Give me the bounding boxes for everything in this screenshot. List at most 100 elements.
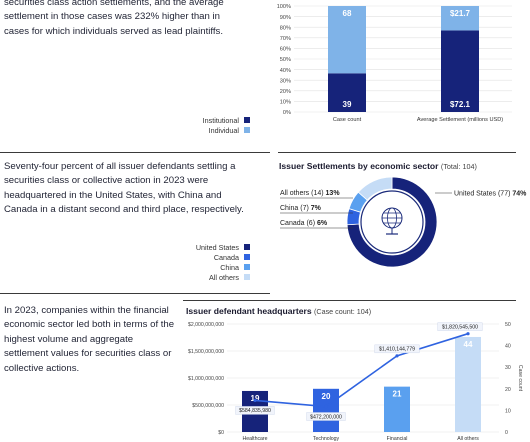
legend-item-individual: Individual	[180, 125, 250, 135]
line-series	[254, 332, 469, 408]
y-tick-label: 50%	[280, 57, 291, 63]
y-tick-label: 10%	[280, 100, 291, 106]
section1-paragraph: securities class action settlements, and…	[4, 0, 224, 37]
chart-combo-bar-line: $0 $500,000,000 $1,000,000,000 $1,500,000,0…	[188, 322, 523, 442]
bar-data-label: 19	[251, 394, 260, 403]
bar-individual	[441, 6, 479, 31]
legend-item-institutional: Institutional	[180, 115, 250, 125]
line-point	[324, 404, 328, 409]
y-left-tick-label: $500,000,000	[192, 403, 224, 409]
donut-slice	[346, 176, 438, 268]
legend-label-individual: Individual	[208, 125, 239, 135]
line-point	[395, 354, 399, 358]
legend-swatch-china	[244, 264, 250, 270]
legend-label-united-states: United States	[195, 242, 239, 252]
legend-item-china: China	[170, 262, 250, 272]
line-label-box	[306, 412, 346, 421]
y-left-tick-label: $0	[218, 430, 224, 436]
donut-inner-circle	[360, 190, 424, 254]
line-data-label: $1,820,545,500	[442, 324, 478, 330]
y-right-tick-label: 10	[505, 408, 511, 414]
hq-chart-title: Issuer defendant headquarters (Case coun…	[186, 306, 371, 316]
section2-paragraph: Seventy-four percent of all issuer defen…	[4, 161, 244, 216]
chart-stacked-percent: 0% 10% 20% 30% 40% 50% 60% 70% 80% 90% 100% 39 68 Cas…	[277, 4, 512, 123]
bar	[384, 386, 410, 432]
legend-swatch-united-states	[244, 244, 250, 250]
donut-label: All others (14) 13%	[280, 190, 340, 197]
bar-data-label: 44	[464, 340, 473, 349]
section3-paragraph: In 2023, companies within the financial …	[4, 305, 175, 374]
x-tick-label: Case count	[333, 117, 362, 123]
bar-data-label: 20	[322, 392, 331, 401]
y-right-tick-label: 20	[505, 387, 511, 393]
bar-institutional	[328, 73, 366, 112]
legend-swatch-canada	[244, 254, 250, 260]
y-right-tick-label: 0	[505, 430, 508, 436]
y-left-tick-label: $1,500,000,000	[188, 349, 224, 355]
line-point	[253, 398, 257, 403]
y-tick-label: 80%	[280, 25, 291, 31]
y-right-tick-label: 40	[505, 344, 511, 350]
y-tick-label: 100%	[277, 4, 291, 10]
line-data-label: $584,835,980	[239, 408, 271, 414]
divider-1	[0, 152, 270, 153]
chart-donut: United States (77) 74% All others (14) 13…	[280, 176, 527, 268]
y-tick-label: 30%	[280, 78, 291, 84]
legend-swatch-all-others	[244, 274, 250, 280]
y-tick-label: 90%	[280, 15, 291, 21]
donut-chart-title: Issuer Settlements by economic sector (T…	[279, 161, 477, 171]
donut-slice	[357, 176, 393, 201]
y-left-tick-label: $1,000,000,000	[188, 376, 224, 382]
y-tick-label: 70%	[280, 36, 291, 42]
donut-subtitle: (Total: 104)	[440, 162, 477, 171]
bar	[455, 336, 481, 432]
data-label-individual: $21.7	[450, 9, 471, 18]
donut-title-text: Issuer Settlements by economic sector	[279, 161, 439, 171]
legend-item-united-states: United States	[170, 242, 250, 252]
legend-label-china: China	[220, 262, 239, 272]
legend-country: United States Canada China All others	[170, 242, 250, 282]
divider-2	[278, 152, 516, 153]
line-label-box	[437, 322, 483, 331]
divider-4	[183, 300, 516, 301]
line-data-label: $1,410,144,779	[379, 347, 415, 353]
legend-label-institutional: Institutional	[202, 115, 239, 125]
legend-item-all-others: All others	[170, 272, 250, 282]
legend-label-canada: Canada	[213, 252, 239, 262]
donut-label: China (7) 7%	[280, 205, 322, 212]
y-tick-label: 60%	[280, 47, 291, 53]
y-tick-label: 40%	[280, 68, 291, 74]
x-tick-label: Healthcare	[242, 436, 267, 442]
bar	[313, 388, 339, 432]
bar-data-label: 21	[393, 390, 402, 399]
legend-label-all-others: All others	[209, 272, 239, 282]
data-label-institutional: 39	[343, 100, 352, 109]
line-label-box	[374, 344, 420, 354]
hq-subtitle: (Case count: 104)	[314, 307, 372, 316]
globe-icon	[381, 207, 403, 235]
hq-title-text: Issuer defendant headquarters	[186, 306, 312, 316]
x-tick-label: Average Settlement (millions USD)	[417, 117, 503, 123]
legend-item-canada: Canada	[170, 252, 250, 262]
x-tick-label: All others	[457, 436, 479, 442]
y-right-tick-label: 50	[505, 322, 511, 328]
y-tick-label: 20%	[280, 89, 291, 95]
y-right-tick-label: 30	[505, 365, 511, 371]
x-tick-label: Technology	[313, 436, 340, 442]
y-left-tick-label: $2,000,000,000	[188, 322, 224, 328]
y-tick-label: 0%	[283, 110, 291, 116]
line-data-label: $472,200,000	[310, 414, 342, 420]
line-label-box	[235, 406, 275, 415]
y-right-axis-label: Case count	[517, 365, 523, 392]
legend-swatch-individual	[244, 127, 250, 133]
data-label-individual: 68	[343, 9, 352, 18]
donut-label: Canada (6) 6%	[280, 220, 328, 227]
divider-3	[0, 293, 270, 294]
legend-swatch-institutional	[244, 117, 250, 123]
donut-label-united-states: United States (77) 74%	[454, 191, 527, 198]
bar-individual	[328, 6, 366, 74]
legend-plaintiff-type: Institutional Individual	[180, 115, 250, 135]
line-point	[466, 332, 470, 336]
data-label-institutional: $72.1	[450, 100, 471, 109]
bar-institutional	[441, 30, 479, 113]
